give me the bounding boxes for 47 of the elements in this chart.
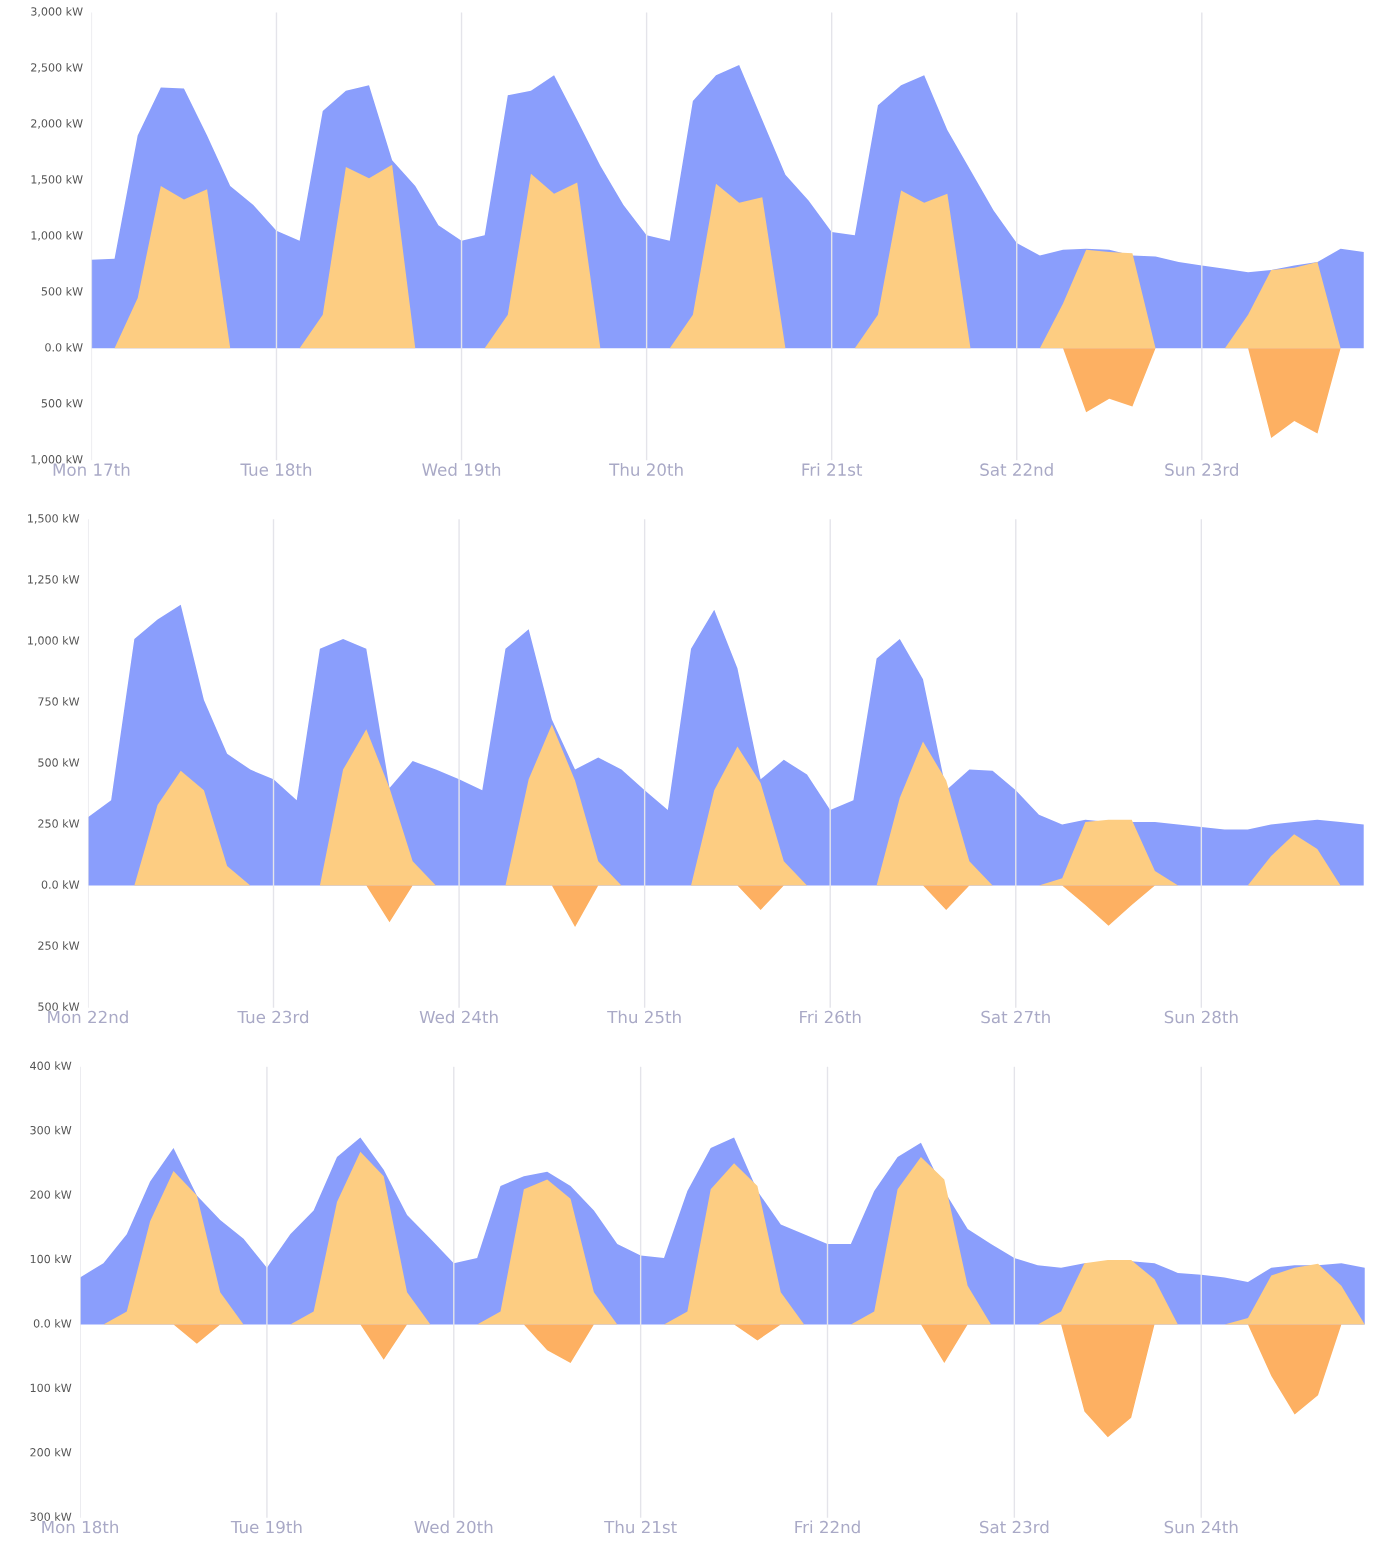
y-tick-label: 200 kW: [30, 1190, 72, 1199]
y-tick-label: 3,000 kW: [31, 7, 83, 17]
y-tick-label: 500 kW: [41, 286, 83, 296]
x-tick-label: Sat 23rd: [979, 1520, 1049, 1534]
x-tick-label: Wed 24th: [419, 1010, 498, 1024]
y-tick-label: 100 kW: [30, 1383, 72, 1393]
y-tick-label: 500 kW: [38, 758, 80, 767]
x-tick-label: Wed 20th: [414, 1520, 493, 1534]
y-tick-label: 0.0 kW: [33, 1319, 72, 1328]
x-tick-label: Sat 22nd: [980, 463, 1053, 476]
x-tick-label: Mon 17th: [53, 463, 130, 476]
x-tick-label: Mon 18th: [42, 1520, 119, 1534]
x-tick-label: Sun 28th: [1164, 1010, 1238, 1024]
x-tick-label: Thu 25th: [607, 1010, 681, 1024]
y-tick-label: 500 kW: [41, 398, 83, 408]
y-tick-label: 0.0 kW: [41, 880, 80, 889]
x-tick-label: Fri 26th: [800, 1010, 861, 1024]
y-tick-label: 250 kW: [38, 819, 80, 828]
x-tick-label: Sat 27th: [981, 1010, 1050, 1024]
y-tick-label: 1,500 kW: [31, 175, 83, 185]
x-tick-label: Tue 23rd: [237, 1010, 309, 1024]
x-tick-label: Sun 23rd: [1165, 463, 1238, 476]
y-tick-label: 300 kW: [30, 1125, 72, 1135]
y-tick-label: 100 kW: [30, 1254, 72, 1264]
x-tick-label: Tue 19th: [230, 1520, 302, 1534]
y-tick-label: 750 kW: [38, 697, 80, 706]
x-tick-label: Fri 22nd: [795, 1520, 860, 1534]
x-tick-label: Tue 18th: [240, 463, 312, 476]
y-tick-label: 1,000 kW: [31, 230, 83, 241]
x-tick-label: Thu 20th: [609, 463, 683, 476]
y-tick-label: 400 kW: [30, 1061, 72, 1070]
y-tick-label: 1,500 kW: [28, 513, 80, 524]
y-tick-label: 500 kW: [38, 1002, 80, 1011]
y-tick-label: 250 kW: [38, 941, 80, 950]
y-tick-label: 200 kW: [30, 1447, 72, 1457]
x-tick-label: Mon 22nd: [48, 1010, 128, 1024]
y-tick-label: 1,000 kW: [28, 636, 80, 646]
y-tick-label: 1,250 kW: [28, 575, 80, 585]
y-tick-label: 1,000 kW: [31, 454, 83, 465]
y-tick-label: 0.0 kW: [45, 342, 83, 352]
x-tick-label: Thu 21st: [604, 1520, 677, 1534]
x-tick-label: Wed 19th: [422, 463, 501, 476]
x-tick-label: Sun 24th: [1164, 1520, 1238, 1534]
y-tick-label: 2,000 kW: [31, 119, 83, 129]
x-tick-label: Fri 21st: [802, 463, 863, 476]
y-tick-label: 300 kW: [30, 1512, 72, 1521]
y-tick-label: 2,500 kW: [31, 63, 83, 73]
